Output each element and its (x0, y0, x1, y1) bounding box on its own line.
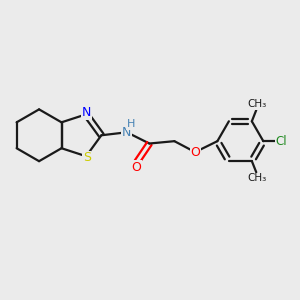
Text: O: O (131, 160, 141, 174)
Text: N: N (82, 106, 92, 119)
Text: S: S (83, 151, 91, 164)
Text: H: H (127, 119, 135, 129)
Text: CH₃: CH₃ (248, 99, 267, 109)
Text: Cl: Cl (276, 135, 287, 148)
Text: CH₃: CH₃ (248, 173, 267, 183)
Text: O: O (191, 146, 200, 159)
Text: N: N (122, 126, 131, 139)
